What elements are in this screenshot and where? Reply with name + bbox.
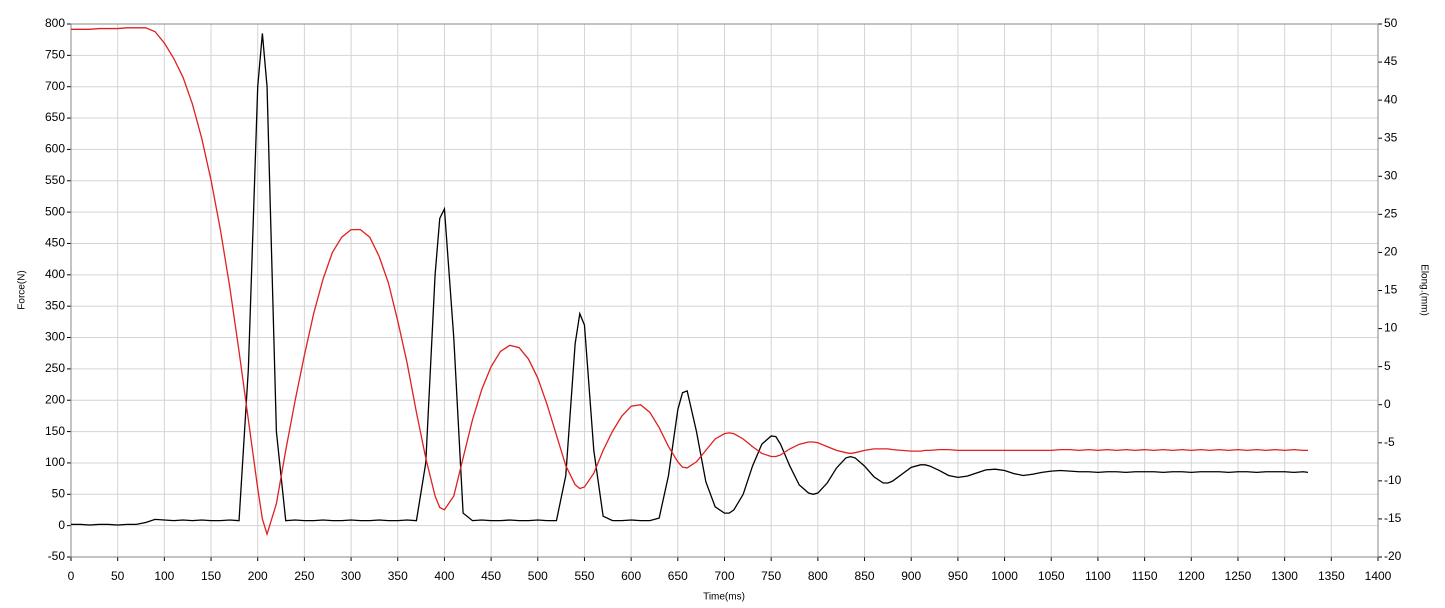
y-tick-label: 250 [45,361,65,375]
y2-tick-label: 25 [1384,207,1398,221]
x-tick-label: 650 [668,569,688,583]
y-tick-label: 50 [52,486,66,500]
x-tick-label: 850 [855,569,875,583]
x-tick-label: 200 [248,569,268,583]
x-tick-label: 1100 [1085,569,1111,583]
x-tick-label: 1350 [1318,569,1345,583]
plot-border [70,23,1379,558]
x-tick-label: 350 [388,569,408,583]
x-tick-label: 150 [201,569,221,583]
x-tick-label: 550 [574,569,594,583]
x-tick-label: 100 [154,569,174,583]
x-tick-label: 600 [621,569,641,583]
y-axis-label: Force(N) [17,270,28,309]
y-tick-label: 100 [45,455,65,469]
x-tick-label: 1400 [1365,569,1392,583]
y-tick-label: 600 [45,142,65,156]
y-tick-label: 450 [45,236,65,250]
series-line [71,27,1308,537]
y-tick-label: 200 [45,392,65,406]
y2-tick-label: -10 [1384,473,1402,487]
y2-tick-label: 40 [1384,92,1398,106]
y-tick-label: 0 [58,518,65,532]
y2-tick-label: 20 [1384,245,1398,259]
x-tick-label: 50 [111,569,125,583]
x-tick-label: 1050 [1038,569,1065,583]
x-tick-label: 800 [808,569,828,583]
y-tick-label: 150 [45,424,65,438]
y-tick-label: 650 [45,110,65,124]
x-tick-label: 400 [434,569,454,583]
x-tick-label: 0 [68,569,75,583]
y2-tick-label: 30 [1384,168,1398,182]
y2-tick-label: 0 [1384,397,1391,411]
x-tick-label: 1000 [991,569,1018,583]
x-axis-label: Time(ms) [703,592,745,603]
y2-tick-label: -5 [1384,435,1395,449]
x-tick-label: 1150 [1132,569,1158,583]
y2-tick-label: 50 [1384,16,1398,30]
y2-tick-label: 35 [1384,130,1398,144]
x-tick-label: 1200 [1178,569,1205,583]
y-tick-label: -50 [48,549,66,563]
y-tick-label: 300 [45,330,65,344]
y2-tick-label: 45 [1384,54,1398,68]
y-tick-label: 550 [45,173,65,187]
x-tick-label: 1250 [1225,569,1252,583]
x-tick-label: 900 [901,569,921,583]
x-tick-label: 950 [948,569,968,583]
y-tick-label: 400 [45,267,65,281]
x-tick-label: 750 [761,569,781,583]
y2-tick-label: 5 [1384,359,1391,373]
y-tick-label: 500 [45,204,65,218]
y-tick-label: 350 [45,298,65,312]
x-tick-label: 450 [481,569,501,583]
y2-tick-label: 15 [1384,283,1398,297]
y-tick-label: 700 [45,79,65,93]
y2-tick-label: 10 [1384,321,1398,335]
y2-tick-label: -15 [1384,511,1402,525]
x-tick-label: 1300 [1271,569,1298,583]
x-tick-label: 500 [528,569,548,583]
y-tick-label: 800 [45,16,65,30]
y-tick-label: 750 [45,48,65,62]
x-tick-label: 300 [341,569,361,583]
y2-axis-label: Elong.(mm) [1418,264,1429,316]
x-tick-label: 250 [294,569,314,583]
x-tick-label: 700 [714,569,734,583]
y2-tick-label: -20 [1384,549,1402,563]
